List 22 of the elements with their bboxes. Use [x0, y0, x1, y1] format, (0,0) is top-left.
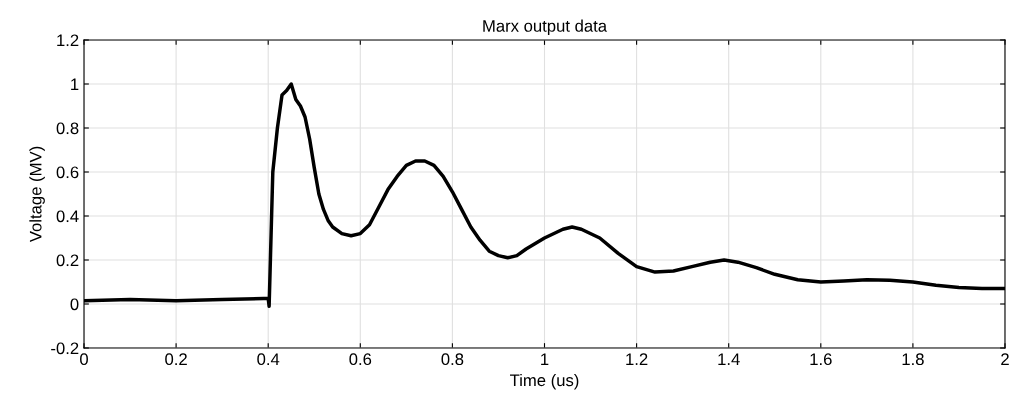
x-tick-label: 0.6	[349, 353, 372, 366]
y-tick-label: 0.6	[56, 166, 79, 179]
chart-title: Marx output data	[483, 19, 608, 36]
x-tick-label: 1	[541, 353, 549, 365]
x-tick-label: 1.8	[902, 353, 924, 366]
x-axis-title: Time (us)	[510, 373, 579, 390]
x-tick-label: 1.6	[810, 353, 832, 366]
x-tick-label: 2	[1001, 353, 1009, 365]
x-tick-label: 0.4	[257, 353, 280, 366]
x-tick-label: 0.2	[165, 353, 187, 366]
x-tick-label: 1.2	[626, 353, 648, 365]
y-tick-label: 1.2	[57, 34, 79, 47]
y-tick-label: -0.2	[51, 342, 79, 355]
y-tick-label: 0.2	[56, 254, 79, 267]
x-tick-label: 0	[80, 353, 88, 366]
y-tick-label: 0	[70, 298, 79, 311]
y-tick-label: 0.8	[56, 122, 79, 135]
y-axis-title: Voltage (MV)	[29, 146, 45, 243]
x-tick-label: 1.4	[718, 353, 740, 365]
x-tick-label: 0.8	[441, 353, 464, 366]
y-tick-label: 0.4	[56, 210, 79, 223]
y-tick-label: 1	[71, 78, 79, 91]
